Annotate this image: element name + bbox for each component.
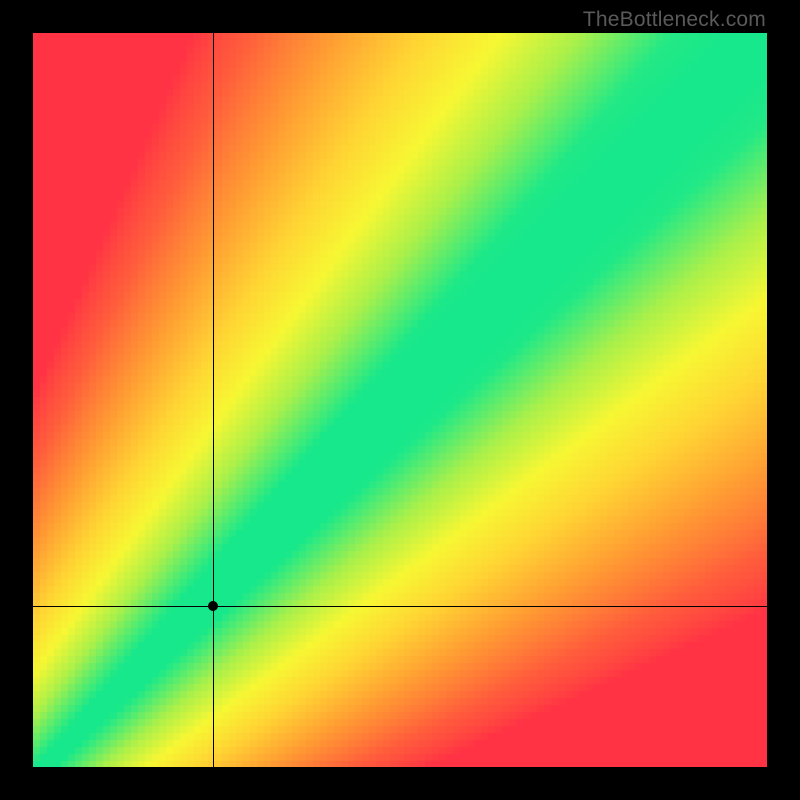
heatmap-canvas xyxy=(33,33,767,767)
crosshair-horizontal xyxy=(33,606,767,607)
crosshair-vertical xyxy=(213,33,214,767)
crosshair-marker xyxy=(208,601,218,611)
bottleneck-heatmap xyxy=(33,33,767,767)
watermark-text: TheBottleneck.com xyxy=(583,8,766,32)
